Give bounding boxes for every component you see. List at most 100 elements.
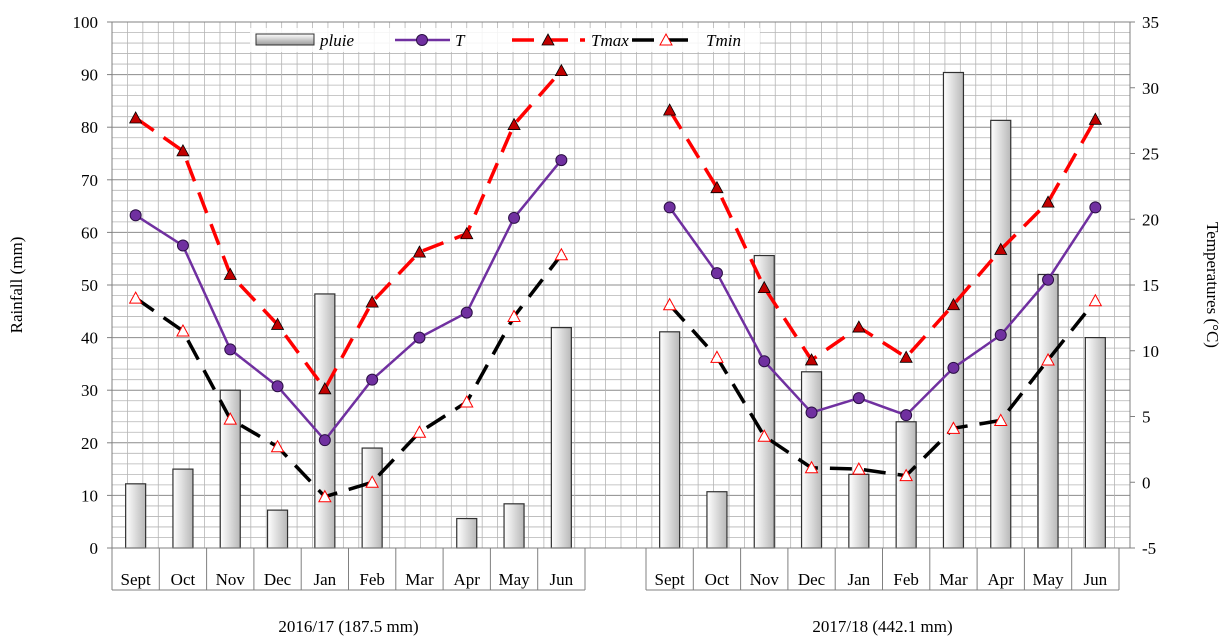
month-label: Nov [750, 570, 780, 589]
month-label: May [1032, 570, 1064, 589]
t-marker [130, 210, 141, 221]
left-tick-label: 70 [81, 171, 98, 190]
tmin-marker [711, 351, 723, 362]
tmax-marker [461, 228, 473, 239]
t-marker [853, 393, 864, 404]
tmin-marker [130, 292, 142, 303]
month-label: Nov [216, 570, 246, 589]
right-tick-label: 30 [1142, 79, 1159, 98]
month-label: Dec [798, 570, 826, 589]
legend-tmax-label: Tmax [591, 31, 629, 50]
month-label: Jan [848, 570, 871, 589]
rainfall-bars [126, 72, 1106, 548]
t-marker [711, 268, 722, 279]
t-marker [461, 307, 472, 318]
t-marker [1043, 274, 1054, 285]
rainfall-bar [268, 510, 288, 548]
left-tick-label: 60 [81, 223, 98, 242]
right-axis-title: Temperatures (°C) [1203, 222, 1222, 348]
tmin-marker [853, 463, 865, 474]
month-label: Sept [655, 570, 686, 589]
rainfall-bar [362, 448, 382, 548]
right-tick-label: 15 [1142, 276, 1159, 295]
t-marker [509, 212, 520, 223]
month-label: Feb [893, 570, 919, 589]
rainfall-bar [1085, 338, 1105, 548]
right-tick-label: 35 [1142, 13, 1159, 32]
t-marker [664, 202, 675, 213]
left-tick-label: 50 [81, 276, 98, 295]
period-label: 2017/18 (442.1 mm) [812, 617, 952, 636]
t-marker [1090, 202, 1101, 213]
legend-tmin-label: Tmin [706, 31, 741, 50]
right-tick-label: 10 [1142, 342, 1159, 361]
rainfall-bar [551, 328, 571, 548]
month-label: May [498, 570, 530, 589]
t-marker [225, 344, 236, 355]
t-marker [806, 407, 817, 418]
tmin-marker [664, 299, 676, 310]
tmax-marker [130, 112, 142, 123]
legend-t-label: T [455, 31, 466, 50]
t-marker [948, 362, 959, 373]
grid [112, 22, 1130, 548]
right-tick-label: 0 [1142, 473, 1151, 492]
legend: pluie T Tmax Tmin [250, 28, 760, 52]
month-label: Jan [314, 570, 337, 589]
left-tick-label: 90 [81, 66, 98, 85]
legend-t-marker [417, 35, 428, 46]
t-marker [272, 381, 283, 392]
month-label: Mar [405, 570, 434, 589]
rainfall-bar [457, 519, 477, 548]
right-tick-label: 5 [1142, 408, 1151, 427]
left-tick-label: 20 [81, 434, 98, 453]
legend-pluie-swatch [256, 34, 314, 45]
t-marker [901, 410, 912, 421]
left-tick-label: 40 [81, 329, 98, 348]
tmin-marker [413, 426, 425, 437]
tmax-line [670, 110, 1096, 360]
tmax-marker [853, 321, 865, 332]
tmax-marker [664, 104, 676, 115]
month-label: Apr [988, 570, 1015, 589]
month-label: Dec [264, 570, 292, 589]
rainfall-bar [849, 474, 869, 548]
tmin-marker [555, 249, 567, 260]
left-tick-label: 100 [73, 13, 99, 32]
rainfall-bar [504, 504, 524, 548]
t-marker [759, 356, 770, 367]
right-tick-label: -5 [1142, 539, 1156, 558]
left-tick-label: 30 [81, 381, 98, 400]
tmax-marker [555, 65, 567, 76]
rainfall-bar [173, 469, 193, 548]
t-marker [177, 240, 188, 251]
left-tick-label: 80 [81, 118, 98, 137]
period-label: 2016/17 (187.5 mm) [278, 617, 418, 636]
right-tick-label: 20 [1142, 210, 1159, 229]
rainfall-bar [126, 484, 146, 548]
t-marker [995, 329, 1006, 340]
t-marker [367, 374, 378, 385]
rainfall-bar [896, 422, 916, 548]
rainfall-bar [315, 294, 335, 548]
rainfall-bar [1038, 274, 1058, 548]
month-label: Feb [359, 570, 385, 589]
t-marker [556, 155, 567, 166]
month-label: Jun [1084, 570, 1108, 589]
rainfall-bar [660, 332, 680, 548]
left-tick-label: 10 [81, 486, 98, 505]
left-axis-title: Rainfall (mm) [7, 237, 26, 334]
month-label: Apr [454, 570, 481, 589]
legend-pluie-label: pluie [319, 31, 354, 50]
rainfall-bar [802, 372, 822, 548]
month-label: Sept [121, 570, 152, 589]
right-tick-label: 25 [1142, 145, 1159, 164]
rainfall-bar [707, 492, 727, 548]
month-label: Jun [550, 570, 574, 589]
t-marker [319, 435, 330, 446]
left-tick-label: 0 [90, 539, 99, 558]
month-label: Oct [705, 570, 730, 589]
t-marker [414, 332, 425, 343]
tmax-marker [224, 268, 236, 279]
